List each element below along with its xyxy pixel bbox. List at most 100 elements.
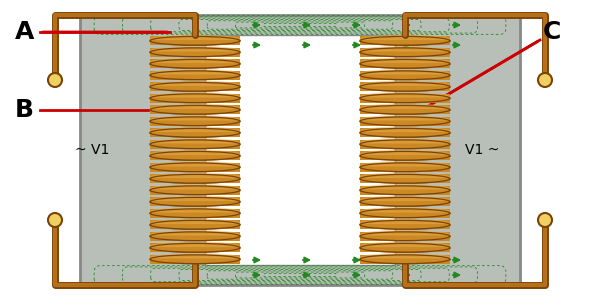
Polygon shape <box>360 208 450 212</box>
Polygon shape <box>150 59 240 64</box>
Polygon shape <box>150 133 240 137</box>
Polygon shape <box>150 52 240 57</box>
Polygon shape <box>150 127 240 131</box>
Polygon shape <box>150 163 240 167</box>
Polygon shape <box>360 133 450 137</box>
Polygon shape <box>150 35 240 39</box>
Text: C: C <box>543 20 562 44</box>
Circle shape <box>538 73 552 87</box>
Polygon shape <box>360 139 450 143</box>
Polygon shape <box>150 150 240 154</box>
Polygon shape <box>360 48 450 52</box>
Polygon shape <box>150 93 240 97</box>
Polygon shape <box>150 231 240 235</box>
Polygon shape <box>360 105 450 110</box>
Polygon shape <box>150 167 240 172</box>
Polygon shape <box>360 82 450 87</box>
Bar <box>360 220 450 229</box>
Bar <box>150 59 240 68</box>
Polygon shape <box>360 116 450 120</box>
Bar <box>150 243 240 252</box>
Polygon shape <box>150 209 240 213</box>
Bar <box>150 117 240 126</box>
Bar <box>150 48 240 57</box>
Polygon shape <box>360 117 450 121</box>
Polygon shape <box>150 248 240 252</box>
Polygon shape <box>150 58 240 62</box>
Polygon shape <box>360 220 450 225</box>
Polygon shape <box>360 255 450 259</box>
Bar <box>360 232 450 241</box>
Polygon shape <box>150 152 240 156</box>
Polygon shape <box>360 156 450 160</box>
Polygon shape <box>150 255 240 259</box>
Polygon shape <box>150 98 240 103</box>
Polygon shape <box>360 190 450 195</box>
Polygon shape <box>150 232 240 236</box>
Polygon shape <box>360 197 450 202</box>
Bar <box>150 152 240 160</box>
Polygon shape <box>150 70 240 74</box>
Polygon shape <box>150 184 240 189</box>
Polygon shape <box>360 41 450 45</box>
Bar <box>150 232 240 241</box>
Text: B: B <box>15 98 34 122</box>
Polygon shape <box>360 196 450 200</box>
Bar <box>150 105 240 114</box>
Polygon shape <box>360 242 450 246</box>
Bar <box>205 35 395 265</box>
Polygon shape <box>150 140 240 144</box>
Bar <box>360 128 450 137</box>
Polygon shape <box>360 59 450 64</box>
Polygon shape <box>360 202 450 206</box>
Polygon shape <box>360 128 450 133</box>
Circle shape <box>538 213 552 227</box>
Polygon shape <box>150 219 240 224</box>
Polygon shape <box>360 121 450 126</box>
Polygon shape <box>150 186 240 190</box>
Polygon shape <box>360 35 450 39</box>
Bar <box>360 186 450 195</box>
Polygon shape <box>150 41 240 45</box>
Polygon shape <box>150 236 240 241</box>
Polygon shape <box>150 259 240 264</box>
Polygon shape <box>150 116 240 120</box>
Polygon shape <box>360 162 450 166</box>
Polygon shape <box>150 162 240 166</box>
Polygon shape <box>150 243 240 248</box>
Bar <box>360 48 450 57</box>
Polygon shape <box>360 87 450 91</box>
Polygon shape <box>150 105 240 110</box>
Polygon shape <box>360 110 450 114</box>
Polygon shape <box>150 179 240 183</box>
Bar <box>150 71 240 80</box>
Bar <box>360 36 450 45</box>
Polygon shape <box>150 36 240 41</box>
Polygon shape <box>360 184 450 189</box>
Bar <box>360 71 450 80</box>
Polygon shape <box>150 242 240 246</box>
Polygon shape <box>360 231 450 235</box>
Bar <box>360 174 450 183</box>
Polygon shape <box>360 243 450 248</box>
Text: ~ V1: ~ V1 <box>75 143 109 157</box>
Polygon shape <box>150 208 240 212</box>
Bar <box>150 36 240 45</box>
Polygon shape <box>360 179 450 183</box>
Polygon shape <box>360 150 450 154</box>
Polygon shape <box>360 225 450 229</box>
Polygon shape <box>360 236 450 241</box>
Polygon shape <box>360 219 450 224</box>
Bar <box>360 209 450 218</box>
Text: A: A <box>15 20 34 44</box>
Bar <box>360 117 450 126</box>
Polygon shape <box>150 64 240 68</box>
Polygon shape <box>150 196 240 200</box>
Bar <box>150 174 240 183</box>
Polygon shape <box>360 36 450 41</box>
Polygon shape <box>150 110 240 114</box>
Polygon shape <box>150 87 240 91</box>
Polygon shape <box>360 167 450 172</box>
Polygon shape <box>150 139 240 143</box>
Bar <box>150 220 240 229</box>
